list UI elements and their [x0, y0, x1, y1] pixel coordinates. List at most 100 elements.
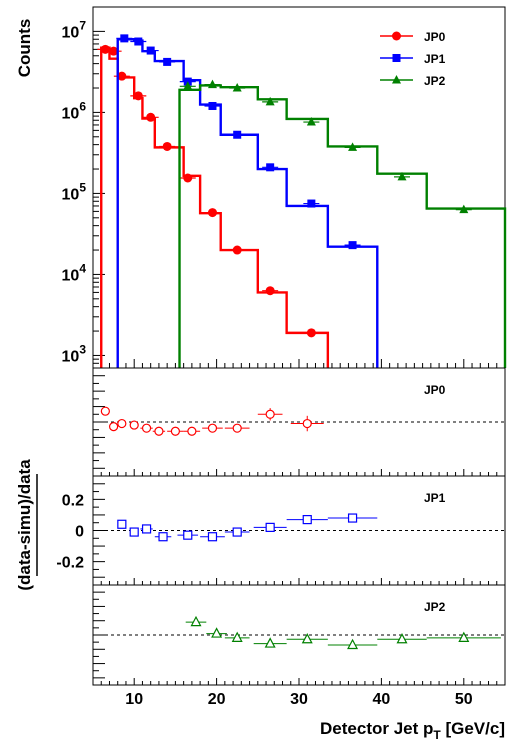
- ratio-point: [458, 631, 470, 642]
- ratio-point: [190, 615, 202, 627]
- x-tick-label: 50: [455, 691, 473, 708]
- series-JP2-point: [459, 204, 469, 214]
- y-tick-label-exponent: 6: [79, 99, 86, 113]
- ratio-point: [141, 524, 152, 534]
- ratio-point: [396, 633, 408, 644]
- ratio-point: [117, 519, 127, 529]
- ratio-point: [265, 409, 275, 419]
- y-tick-label-exponent: 5: [79, 180, 86, 194]
- y-axis-label-counts: Counts: [15, 19, 34, 78]
- ratio-panel-jp0: JP0: [92, 367, 506, 477]
- y-tick-label-base: 10: [62, 267, 80, 284]
- y-tick-label-exponent: 3: [79, 342, 86, 356]
- series-JP1-point: [146, 46, 155, 55]
- ratio-point: [100, 406, 110, 416]
- ratio-point: [129, 527, 139, 537]
- ratio-point: [117, 418, 127, 429]
- y-tick-label-base: 10: [62, 186, 80, 203]
- series-JP0-point: [109, 46, 119, 56]
- ratio-panel-label: JP2: [424, 600, 446, 614]
- ratio-point: [302, 514, 312, 525]
- series-JP1-simulation: [116, 38, 379, 368]
- ratio-point: [231, 631, 243, 642]
- series-JP2-point: [348, 142, 358, 151]
- series-JP1-point: [266, 163, 275, 172]
- series-JP0-point: [100, 44, 110, 54]
- series-JP0-point: [133, 91, 143, 101]
- ratio-point: [207, 423, 218, 433]
- ratio-point: [158, 532, 168, 542]
- y-tick-label: 107: [62, 18, 87, 41]
- series-JP0-point: [117, 71, 127, 81]
- series-JP1-point: [120, 34, 129, 43]
- series-JP0-point: [265, 286, 275, 296]
- series-JP1-point: [233, 130, 242, 139]
- ratio-panel-jp2: JP2: [92, 584, 506, 686]
- series-JP0-point: [232, 245, 242, 255]
- series-JP0-point: [306, 328, 316, 338]
- y-tick-label-exponent: 4: [79, 261, 86, 275]
- legend-marker-JP1: [392, 54, 401, 62]
- ratio-point: [183, 530, 193, 540]
- ratio-panel-label: JP1: [424, 491, 446, 505]
- y-tick-label: 103: [62, 342, 87, 365]
- ratio-point: [154, 426, 164, 436]
- series-JP2-point: [397, 171, 407, 181]
- ratio-point: [129, 420, 139, 430]
- ratio-point: [265, 522, 275, 532]
- series-JP1-point: [307, 199, 316, 208]
- ratio-y-tick-label: -0.2: [56, 555, 84, 572]
- ratio-y-axis-label: (data-simu)/data: [15, 459, 34, 591]
- ratio-point: [141, 423, 152, 433]
- x-tick-label: 30: [290, 691, 308, 708]
- series-JP0-point: [146, 112, 156, 122]
- series-JP2-point: [232, 83, 242, 92]
- series-JP2-simulation: [178, 84, 507, 368]
- series-JP1-point: [348, 241, 357, 250]
- legend-label-JP1: JP1: [424, 52, 446, 66]
- ratio-point: [211, 627, 223, 638]
- y-tick-label-exponent: 7: [79, 18, 86, 32]
- legend-label-JP0: JP0: [424, 30, 446, 44]
- y-tick-label-base: 10: [62, 348, 80, 365]
- ratio-point: [232, 423, 242, 433]
- series-JP0-point: [207, 208, 217, 218]
- ratio-point: [301, 633, 313, 644]
- series-JP2-point: [306, 117, 316, 126]
- ratio-point: [302, 418, 312, 429]
- ratio-panel-label: JP0: [424, 383, 446, 397]
- ratio-point: [108, 422, 119, 432]
- x-tick-label: 10: [125, 691, 143, 708]
- series-JP1-point: [163, 57, 172, 66]
- series-JP2-point: [207, 79, 217, 89]
- ratio-point: [170, 426, 180, 436]
- x-tick-label: 20: [208, 691, 226, 708]
- series-JP2-point: [183, 81, 193, 90]
- y-tick-label-base: 10: [62, 24, 80, 41]
- x-tick-label: 40: [373, 691, 391, 708]
- ratio-panel-jp1: -0.2 0 0.2 JP1: [56, 475, 506, 586]
- legend-label-JP2: JP2: [424, 74, 446, 88]
- y-tick-label: 104: [62, 261, 87, 284]
- ratio-point: [264, 637, 276, 648]
- legend-marker-JP0: [392, 31, 401, 41]
- y-tick-label-base: 10: [62, 105, 80, 122]
- ratio-point: [347, 638, 359, 650]
- legend-marker-JP2: [392, 75, 401, 84]
- ratio-point: [232, 527, 242, 537]
- ratio-y-tick-label: 0: [75, 524, 84, 541]
- x-axis-label: Detector Jet pT [GeV/c]: [320, 719, 505, 742]
- ratio-y-tick-label: 0.2: [62, 492, 84, 509]
- y-tick-label: 105: [62, 180, 87, 203]
- ratio-point: [207, 532, 218, 542]
- series-JP2-point: [265, 96, 275, 106]
- series-JP1-point: [134, 37, 143, 46]
- series-JP1-point: [208, 101, 217, 110]
- series-JP0-point: [183, 173, 193, 183]
- series-JP0-point: [162, 141, 172, 151]
- ratio-point: [187, 426, 197, 436]
- ratio-point: [347, 513, 358, 523]
- y-tick-label: 106: [62, 99, 87, 122]
